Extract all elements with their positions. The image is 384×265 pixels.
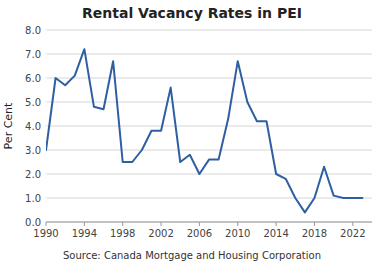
x-tick-label: 1998: [110, 228, 135, 239]
chart: Rental Vacancy Rates in PEI 0.0 1.0 2.0 3.0 4…: [0, 0, 384, 265]
x-tick: [276, 222, 277, 226]
x-tick-label: 1994: [72, 228, 97, 239]
x-tick-label: 2010: [225, 228, 250, 239]
plot-area: [46, 49, 362, 212]
x-tick-label: 2006: [187, 228, 212, 239]
y-tick-label: 7.0: [25, 49, 41, 60]
source: Source: Canada Mortgage and Housing Corp…: [63, 250, 321, 261]
x-tick: [84, 222, 85, 226]
grid-line: [46, 54, 372, 55]
x-tick: [352, 222, 353, 226]
grid-line: [46, 174, 372, 175]
grid-line: [46, 126, 372, 127]
grid: [46, 30, 372, 222]
y-tick-label: 8.0: [25, 25, 41, 36]
x-tick: [314, 222, 315, 226]
x-tick: [122, 222, 123, 226]
x-tick-label: 2022: [340, 228, 365, 239]
grid-line: [46, 102, 372, 103]
grid-line: [46, 198, 372, 199]
x-tick-label: 2014: [263, 228, 288, 239]
y-tick-label: 0.0: [25, 217, 41, 228]
grid-line: [46, 222, 372, 223]
y-tick-label: 3.0: [25, 145, 41, 156]
x-tick-label: 2002: [148, 228, 173, 239]
x-axis-line: [46, 222, 372, 223]
grid-line: [46, 150, 372, 151]
grid-line: [46, 78, 372, 79]
y-tick-label: 4.0: [25, 121, 41, 132]
x-tick: [46, 222, 47, 226]
y-tick-label: 6.0: [25, 73, 41, 84]
x-tick-label: 2018: [302, 228, 327, 239]
line: [46, 49, 362, 212]
grid-line: [46, 30, 372, 31]
background: [0, 0, 384, 265]
y-axis-label: Per Cent: [2, 102, 15, 149]
y-tick-label: 5.0: [25, 97, 41, 108]
y-tick-label: 1.0: [25, 193, 41, 204]
x-tick: [199, 222, 200, 226]
title: Rental Vacancy Rates in PEI: [82, 5, 302, 21]
y-tick-label: 2.0: [25, 169, 41, 180]
x-tick: [237, 222, 238, 226]
x-tick-label: 1990: [33, 228, 58, 239]
x-tick: [161, 222, 162, 226]
